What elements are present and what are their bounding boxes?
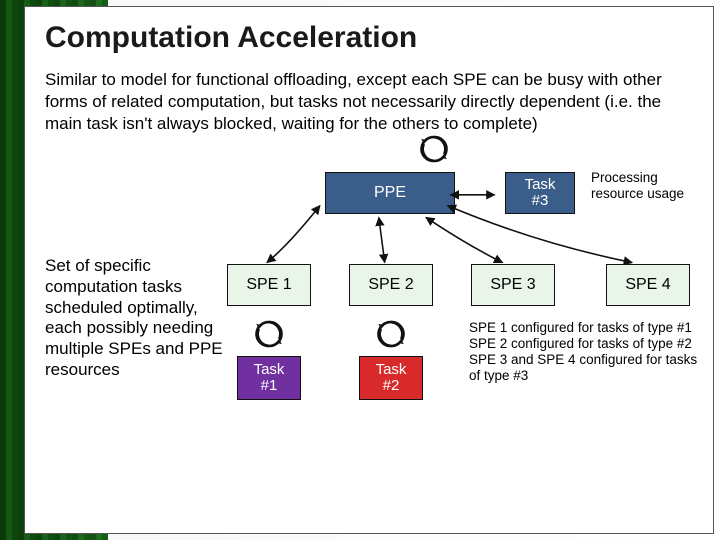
spe1-label: SPE 1 <box>246 276 291 294</box>
task1-box: Task #1 <box>237 356 301 400</box>
config-line: SPE 2 configured for tasks of type #2 <box>469 336 709 352</box>
right-label: Processing resource usage <box>591 170 711 201</box>
cycle-icon <box>252 317 286 351</box>
config-label: SPE 1 configured for tasks of type #1 SP… <box>469 320 709 384</box>
ppe-label: PPE <box>374 184 406 202</box>
spe2-label: SPE 2 <box>368 276 413 294</box>
task3-line2: #3 <box>525 193 556 210</box>
spe4-box: SPE 4 <box>606 264 690 306</box>
left-label: Set of specific computation tasks schedu… <box>45 256 223 380</box>
config-line: SPE 1 configured for tasks of type #1 <box>469 320 709 336</box>
task1-line1: Task <box>254 362 285 379</box>
cycle-icon <box>374 317 408 351</box>
task2-box: Task #2 <box>359 356 423 400</box>
task1-line2: #1 <box>254 378 285 395</box>
spe4-label: SPE 4 <box>625 276 670 294</box>
diagram: PPE Task #3 Processing resource usage SP… <box>45 144 693 444</box>
spe1-box: SPE 1 <box>227 264 311 306</box>
intro-paragraph: Similar to model for functional offloadi… <box>45 69 693 134</box>
cycle-icon <box>417 132 451 166</box>
task3-box: Task #3 <box>505 172 575 214</box>
spe3-box: SPE 3 <box>471 264 555 306</box>
task2-line1: Task <box>376 362 407 379</box>
task3-line1: Task <box>525 177 556 194</box>
spe2-box: SPE 2 <box>349 264 433 306</box>
config-line: SPE 3 and SPE 4 configured for tasks of … <box>469 352 709 384</box>
slide-title: Computation Acceleration <box>45 21 693 55</box>
task2-line2: #2 <box>376 378 407 395</box>
spe3-label: SPE 3 <box>490 276 535 294</box>
ppe-box: PPE <box>325 172 455 214</box>
